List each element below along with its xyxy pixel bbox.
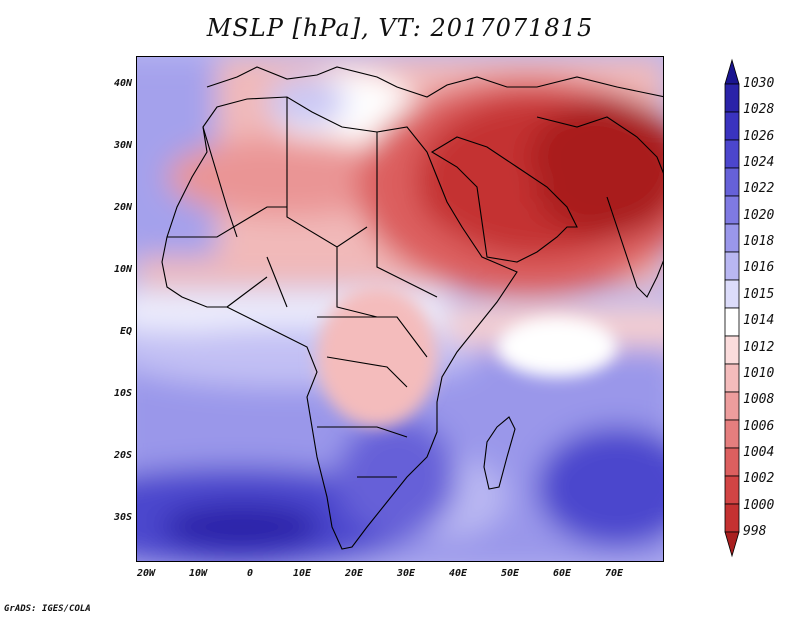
colorbar-box [724, 167, 740, 197]
colorbar-box [724, 195, 740, 225]
mslp-map [136, 56, 664, 562]
colorbar-label: 1014 [743, 313, 775, 329]
lon-tick-label: 70E [604, 568, 624, 579]
colorbar-box [724, 475, 740, 505]
lon-tick-label: 60E [552, 568, 572, 579]
lat-tick-label: 20N [113, 202, 132, 213]
colorbar-label: 1028 [743, 102, 775, 118]
credit-text: GrADS: IGES/COLA [4, 604, 91, 614]
colorbar [724, 58, 740, 558]
colorbar-box [724, 223, 740, 253]
colorbar-box [724, 363, 740, 393]
colorbar-label: 1008 [743, 392, 775, 408]
lon-tick-label: 10E [292, 568, 312, 579]
colorbar-label: 998 [743, 524, 767, 539]
colorbar-label: 1026 [743, 128, 775, 144]
lon-tick-label: 50E [500, 568, 520, 579]
colorbar-arrow-top [724, 58, 740, 85]
lat-tick-label: 30N [113, 140, 132, 151]
colorbar-label: 1000 [743, 497, 775, 513]
colorbar-label: 1015 [743, 286, 775, 302]
lat-tick-label: 20S [113, 450, 132, 461]
lon-tick-label: 0 [246, 568, 254, 579]
colorbar-box [724, 111, 740, 141]
lon-tick-label: 10W [188, 568, 208, 579]
colorbar-box [724, 279, 740, 309]
colorbar-label: 1004 [743, 444, 775, 460]
coastlines [161, 66, 663, 550]
lon-tick-label: 30E [396, 568, 416, 579]
colorbar-box [724, 335, 740, 365]
colorbar-label: 1020 [743, 207, 775, 223]
colorbar-box [724, 307, 740, 337]
map-canvas [137, 57, 663, 561]
lon-tick-label: 40E [448, 568, 468, 579]
colorbar-box [724, 139, 740, 169]
colorbar-label: 1002 [743, 471, 775, 487]
lat-tick-label: 10N [113, 264, 132, 275]
colorbar-box [724, 419, 740, 449]
lat-tick-label: 10S [113, 388, 132, 399]
colorbar-label: 1016 [743, 260, 775, 276]
colorbar-label: 1030 [743, 76, 775, 91]
colorbar-box [724, 83, 740, 113]
colorbar-label: 1024 [743, 155, 775, 171]
colorbar-box [724, 447, 740, 477]
colorbar-box [724, 391, 740, 421]
colorbar-label: 1018 [743, 234, 775, 250]
colorbar-box [724, 503, 740, 533]
lat-tick-label: 40N [113, 78, 132, 89]
colorbar-label: 1012 [743, 339, 775, 355]
lon-tick-label: 20W [136, 568, 156, 579]
lon-tick-label: 20E [344, 568, 364, 579]
chart-title: MSLP [hPa], VT: 2017071815 [206, 14, 594, 42]
colorbar-label: 1022 [743, 181, 775, 197]
lat-tick-label: 30S [113, 512, 132, 523]
colorbar-label: 1010 [743, 365, 775, 381]
colorbar-box [724, 251, 740, 281]
colorbar-arrow-bottom [724, 531, 740, 558]
lat-tick-label: EQ [119, 326, 132, 337]
colorbar-label: 1006 [743, 418, 775, 434]
